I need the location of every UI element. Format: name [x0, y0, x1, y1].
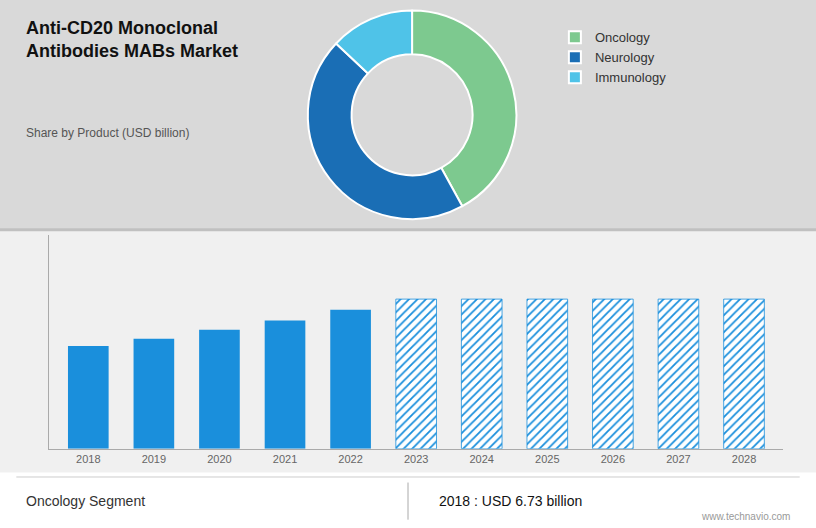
svg-text:Share by Product (USD billion): Share by Product (USD billion) [26, 126, 189, 140]
svg-text:2023: 2023 [404, 453, 428, 465]
svg-text:Oncology Segment: Oncology Segment [26, 493, 145, 509]
svg-text:2019: 2019 [142, 453, 166, 465]
svg-text:Immunology: Immunology [595, 70, 666, 85]
svg-text:2024: 2024 [469, 453, 493, 465]
svg-text:2025: 2025 [535, 453, 559, 465]
svg-text:2020: 2020 [207, 453, 231, 465]
svg-text:Anti-CD20 MonoclonalAntibodies: Anti-CD20 MonoclonalAntibodies MABs Mark… [26, 18, 238, 61]
svg-text:2018: 2018 [76, 453, 100, 465]
svg-text:2021: 2021 [273, 453, 297, 465]
svg-text:2022: 2022 [338, 453, 362, 465]
svg-text:2028: 2028 [732, 453, 756, 465]
svg-text:2018 : USD 6.73 billion: 2018 : USD 6.73 billion [439, 493, 582, 509]
svg-text:2026: 2026 [601, 453, 625, 465]
svg-text:www.technavio.com: www.technavio.com [701, 511, 790, 522]
svg-text:2027: 2027 [666, 453, 690, 465]
svg-text:Neurology: Neurology [595, 50, 655, 65]
svg-text:Oncology: Oncology [595, 30, 650, 45]
